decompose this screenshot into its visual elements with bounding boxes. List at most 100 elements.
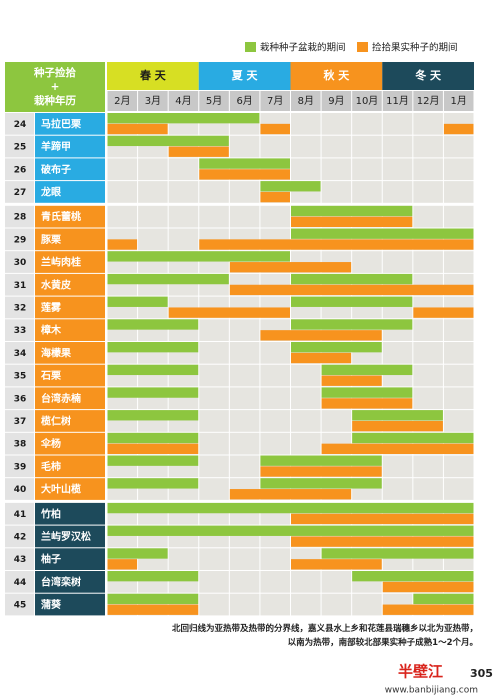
legend-swatch xyxy=(357,42,368,52)
month-cell xyxy=(291,432,321,455)
month-cell xyxy=(352,181,382,203)
number-cell xyxy=(5,205,34,228)
month-label: 7月 xyxy=(267,95,283,107)
month-cell xyxy=(443,410,474,432)
number-cell xyxy=(5,410,34,432)
month-cell xyxy=(260,205,290,228)
season-header xyxy=(198,62,291,90)
month-cell xyxy=(321,135,352,158)
row-number: 43 xyxy=(14,555,27,565)
month-cell xyxy=(291,387,321,410)
number-cell xyxy=(5,525,34,548)
orange-period xyxy=(168,307,290,318)
month-cell xyxy=(443,205,474,228)
month-label: 4月 xyxy=(175,95,191,107)
green-period xyxy=(291,342,382,353)
orange-period xyxy=(229,489,352,500)
month-cell xyxy=(382,455,413,478)
month-cell xyxy=(260,432,290,455)
number-cell xyxy=(5,181,34,203)
legend-label: 栽种种子盆栽的期间 xyxy=(260,42,346,54)
row-name: 毛柿 xyxy=(41,460,61,473)
orange-period xyxy=(382,604,474,615)
month-cell xyxy=(229,387,260,410)
corner-title: 栽种年历 xyxy=(34,94,76,107)
green-period xyxy=(107,593,199,605)
orange-period xyxy=(107,604,199,615)
row-name: 羊蹄甲 xyxy=(41,140,71,153)
month-header xyxy=(382,91,413,111)
row-name: 石栗 xyxy=(40,370,61,382)
page-number: 305 xyxy=(470,667,493,680)
row-name: 台湾赤楠 xyxy=(41,392,81,405)
month-cell xyxy=(107,181,138,203)
row-number: 30 xyxy=(14,258,27,268)
row-number: 26 xyxy=(14,165,27,175)
number-cell xyxy=(5,593,34,616)
green-period xyxy=(107,478,199,489)
number-cell xyxy=(5,228,34,251)
name-cell xyxy=(35,364,105,387)
month-cell xyxy=(443,181,474,203)
month-cell xyxy=(413,319,443,341)
orange-period xyxy=(321,375,382,386)
green-period xyxy=(107,135,229,147)
footer-note: 北回归线为亚热带及热带的分界线，嘉义县水上乡和花莲县瑞穗乡以北为亚热带， xyxy=(172,623,478,634)
month-cell xyxy=(260,364,290,387)
month-header xyxy=(413,91,443,111)
month-cell xyxy=(138,181,168,203)
month-cell xyxy=(443,455,474,478)
name-cell xyxy=(35,342,105,364)
green-period xyxy=(321,387,413,398)
green-period xyxy=(260,478,382,489)
row-number: 36 xyxy=(14,394,27,404)
name-cell xyxy=(35,296,105,319)
row-name: 蒲葵 xyxy=(41,598,62,611)
month-label: 9月 xyxy=(328,95,344,107)
month-cell xyxy=(199,319,229,341)
month-cell xyxy=(229,432,260,455)
row-number: 40 xyxy=(14,485,27,495)
month-cell xyxy=(138,205,168,228)
green-period xyxy=(352,410,443,421)
watermark-name: 半壁江 xyxy=(398,663,443,681)
month-header xyxy=(168,91,199,111)
green-period xyxy=(321,364,413,376)
month-cell xyxy=(260,593,290,616)
footer-note: 以南为热带，南部较北部果实种子成熟1～2个月。 xyxy=(288,637,478,648)
month-cell xyxy=(229,319,260,341)
month-label: 1月 xyxy=(451,95,467,107)
row-number: 27 xyxy=(14,188,27,198)
month-cell xyxy=(168,181,199,203)
month-cell xyxy=(260,135,290,158)
month-label: 12月 xyxy=(417,95,440,107)
month-label: 8月 xyxy=(298,95,314,107)
row-name: 龙眼 xyxy=(40,185,61,198)
month-cell xyxy=(199,548,229,570)
orange-period xyxy=(443,123,474,135)
month-cell xyxy=(291,158,321,181)
green-period xyxy=(107,296,168,307)
corner-title: 种子捡拾 xyxy=(33,66,76,79)
orange-period xyxy=(291,536,474,547)
month-cell xyxy=(443,135,474,158)
orange-period xyxy=(260,330,382,341)
season-label: 秋 天 xyxy=(323,68,350,82)
row-number: 37 xyxy=(14,417,27,427)
month-label: 6月 xyxy=(236,95,252,107)
row-name: 伞杨 xyxy=(40,437,61,450)
month-header xyxy=(321,91,352,111)
month-cell xyxy=(443,478,474,500)
row-number: 45 xyxy=(14,601,27,611)
season-label: 夏 天 xyxy=(232,69,259,82)
row-number: 41 xyxy=(14,510,27,520)
name-cell xyxy=(35,273,105,296)
row-number: 34 xyxy=(14,349,27,359)
month-cell xyxy=(413,455,443,478)
number-cell xyxy=(5,432,34,455)
name-cell xyxy=(35,135,105,158)
green-period xyxy=(107,342,199,353)
green-period xyxy=(107,387,199,398)
month-cell xyxy=(229,205,260,228)
month-cell xyxy=(229,342,260,364)
